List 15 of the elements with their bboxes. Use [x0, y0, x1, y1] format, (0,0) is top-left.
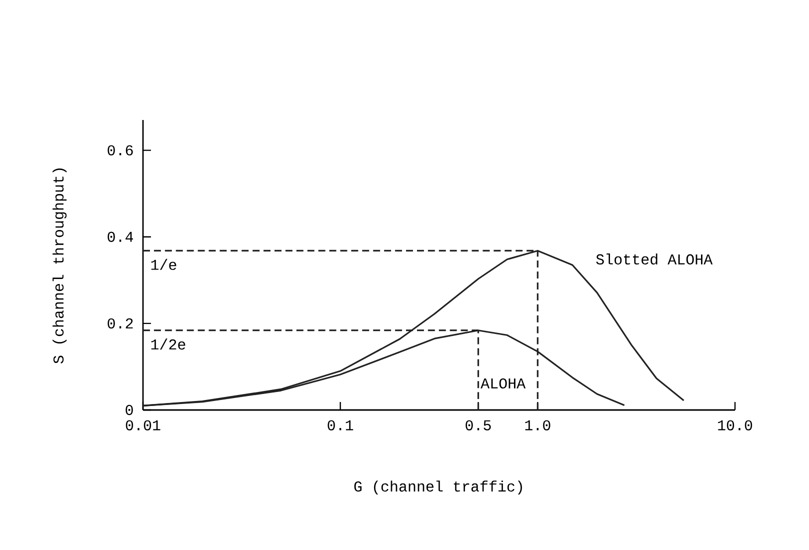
x-tick-label: 0.01 [126, 420, 160, 430]
y-tick-label: 0.6 [108, 145, 133, 156]
y-tick-label: 0.2 [108, 318, 133, 329]
series-label: Slotted ALOHA [596, 253, 713, 265]
x-tick-label: 10.0 [718, 420, 752, 430]
x-axis-title: G (channel traffic) [354, 480, 522, 495]
x-tick-label: 1.0 [525, 420, 550, 430]
x-tick-label: 0.1 [328, 420, 354, 430]
annotation: 1/2e [151, 338, 186, 350]
annotation: 1/e [151, 258, 176, 270]
y-tick-label: 0.4 [108, 232, 134, 242]
series-label: ALOHA [480, 378, 526, 388]
y-axis-title: S (channel throughput) [52, 168, 67, 364]
y-tick-label: 0 [126, 404, 133, 416]
x-tick-label: 0.5 [466, 420, 491, 430]
